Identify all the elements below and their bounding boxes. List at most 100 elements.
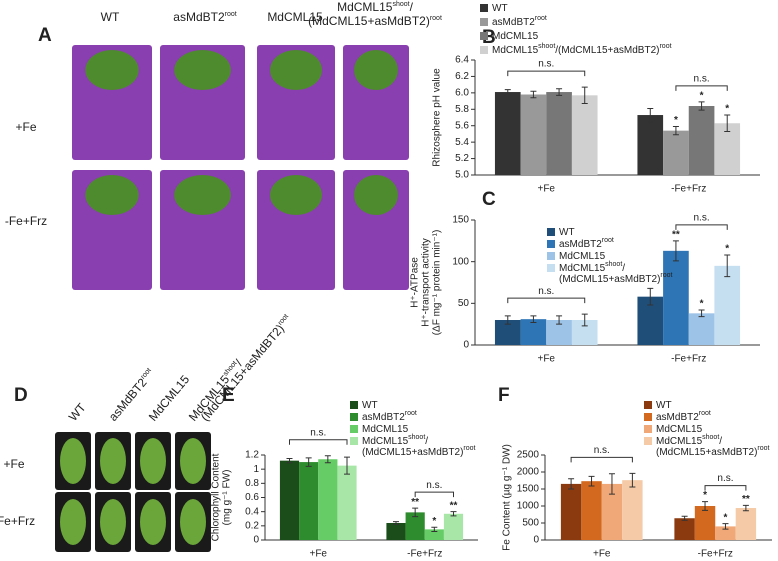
panel-label: F [498, 385, 510, 406]
error-bar [722, 523, 729, 530]
legend-swatch [480, 46, 488, 54]
superscript: shoot [538, 43, 555, 50]
row-label: -Fe+Frz [5, 214, 47, 228]
error-bar [431, 526, 438, 532]
text-part: WT [362, 400, 378, 411]
error-bar [608, 473, 615, 495]
superscript: shoot [408, 434, 425, 441]
bracket [570, 456, 633, 463]
text-part: MdCML15 [559, 251, 606, 262]
leaf [100, 438, 126, 484]
legend-label: asMdBT2root [656, 410, 711, 423]
bar [735, 508, 757, 540]
bar [386, 523, 406, 540]
y-tick-label: 5.6 [455, 120, 469, 131]
text-part: WT [559, 227, 575, 238]
legend-swatch [547, 228, 555, 236]
bar [494, 92, 521, 175]
legend-label: MdCML15shoot/(MdCML15+asMdBT2)root [656, 434, 770, 458]
text-part: (MdCML15+asMdBT2) [362, 447, 463, 458]
column-label: MdCML15 [267, 10, 323, 24]
y-tick-label: 6.0 [455, 87, 469, 98]
y-tick-label: 0 [463, 340, 469, 351]
y-tick-label: 100 [452, 256, 469, 267]
error-bar [324, 455, 331, 464]
legend-swatch [547, 264, 555, 272]
bar [443, 513, 464, 540]
superscript: root [140, 367, 153, 381]
error-bar [672, 240, 679, 262]
error-bar [629, 472, 636, 488]
error-bar [305, 457, 312, 467]
y-tick-label: 1000 [517, 501, 540, 512]
leaf [140, 499, 166, 545]
significance: ** [411, 497, 419, 508]
column-label: MdCML15shoot/ [337, 0, 413, 14]
text-part: asMdBT2 [362, 412, 405, 423]
legend-label: asMdBT2root [492, 15, 547, 28]
bar [299, 462, 319, 540]
error-bar [742, 504, 749, 512]
text-part: WT [492, 3, 508, 14]
bar [520, 319, 547, 345]
bracket [414, 491, 455, 498]
error-bar [344, 456, 351, 475]
y-tick-label: 0.2 [245, 520, 259, 531]
text-part: MdCML15 [146, 372, 193, 424]
text-part: WT [66, 400, 89, 424]
bar [405, 512, 425, 540]
y-tick-label: 5.0 [455, 170, 469, 181]
text-part: / [719, 436, 722, 447]
plant [354, 50, 398, 90]
significance: ** [450, 500, 458, 511]
bracket [675, 224, 728, 230]
y-tick-label: 1500 [517, 484, 540, 495]
plant [85, 50, 139, 90]
error-bar [724, 114, 731, 132]
y-tick-label: 500 [522, 518, 539, 529]
bar [694, 506, 716, 540]
superscript: root [405, 410, 417, 417]
legend-label: asMdBT2root [362, 410, 417, 423]
error-bar [581, 86, 588, 105]
bar [560, 483, 582, 540]
x-tick-label: +Fe [309, 549, 327, 560]
bar [663, 250, 689, 345]
y-tick-label: 6.4 [455, 55, 469, 66]
x-tick-label: -Fe+Frz [407, 549, 442, 560]
legend-swatch [547, 252, 555, 260]
column-label: (MdCML15+asMdBT2)root [198, 312, 295, 424]
y-tick-label: 150 [452, 215, 469, 226]
bracket [675, 85, 728, 91]
text-part: MdCML15 [362, 424, 409, 435]
y-tick-label: 0 [533, 535, 539, 546]
superscript: root [463, 445, 475, 452]
text-part: (MdCML15+asMdBT2) [198, 322, 287, 424]
superscript: root [535, 15, 547, 22]
x-tick-label: -Fe+Frz [698, 549, 733, 560]
superscript: root [699, 410, 711, 417]
y-axis-label: (mg g⁻¹ FW) [222, 470, 233, 526]
y-tick-label: 1 [253, 464, 259, 475]
y-tick-label: 0.8 [245, 478, 259, 489]
plant [270, 175, 322, 215]
text-part: asMdBT2 [173, 10, 225, 24]
y-axis-label: Rhizosphere pH value [432, 68, 443, 167]
legend-swatch [350, 413, 358, 421]
y-tick-label: 0.4 [245, 506, 259, 517]
text-part: WT [656, 400, 672, 411]
x-tick-label: -Fe+Frz [671, 354, 706, 365]
y-tick-label: 0.6 [245, 492, 259, 503]
legend-label: MdCML15 [362, 424, 409, 435]
bar [571, 95, 598, 175]
text-part: /(MdCML15+asMdBT2) [555, 45, 659, 56]
legend-swatch [350, 425, 358, 433]
bar [674, 518, 695, 540]
legend-label: WT [492, 3, 508, 14]
error-bar [724, 254, 731, 278]
bracket-label: n.s. [594, 445, 610, 456]
error-bar [530, 90, 537, 99]
y-axis-label: Fe Content (µg g⁻¹ DW) [502, 444, 513, 551]
superscript: root [225, 11, 237, 18]
superscript: root [757, 445, 769, 452]
